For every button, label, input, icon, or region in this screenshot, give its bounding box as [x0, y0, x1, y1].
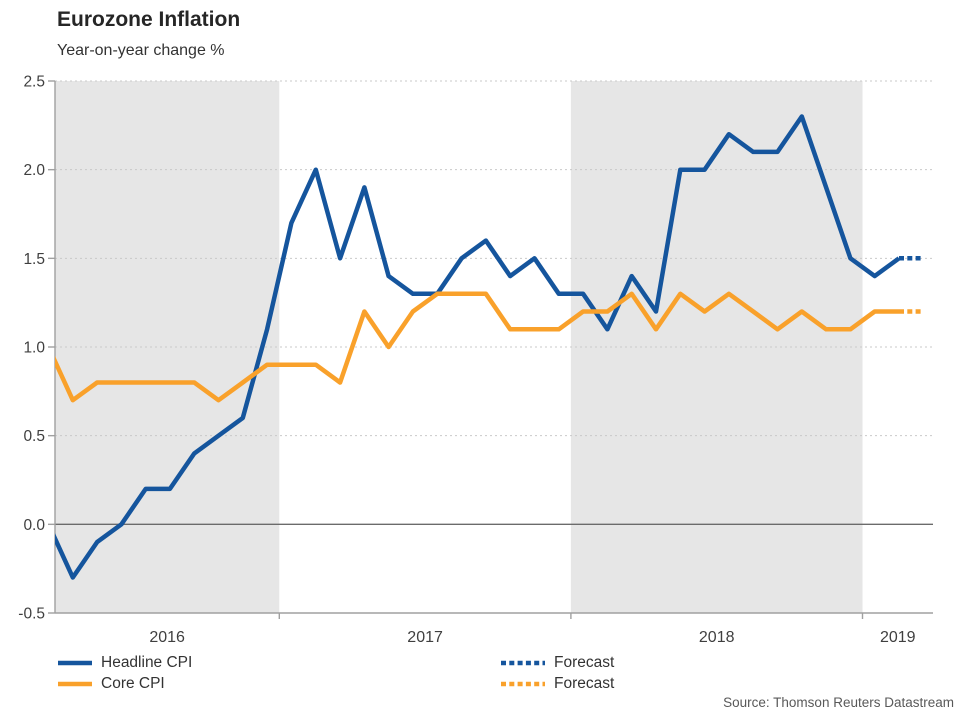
y-axis-label: 1.0	[23, 340, 45, 357]
y-axis-label: -0.5	[18, 606, 45, 623]
core-forecast-dotted-swatch-icon	[501, 681, 545, 686]
legend-item-headline: Headline CPI	[57, 654, 500, 672]
legend-row-core: Core CPI Forecast	[57, 673, 917, 694]
x-axis-label: 2018	[699, 629, 735, 646]
x-axis-label: 2016	[149, 629, 185, 646]
series-line-headline	[55, 114, 901, 580]
y-axis-label: 0.5	[23, 428, 45, 445]
y-axis-label: 1.5	[23, 251, 45, 268]
y-axis-label: 2.5	[23, 74, 45, 91]
chart-title: Eurozone Inflation	[57, 8, 241, 31]
source-attribution: Source: Thomson Reuters Datastream	[723, 695, 954, 710]
legend-label-forecast-core: Forecast	[554, 674, 615, 692]
legend-item-core: Core CPI	[57, 675, 500, 693]
x-axis-label: 2019	[880, 629, 916, 646]
x-axis-label: 2017	[407, 629, 443, 646]
legend-label-forecast-headline: Forecast	[554, 653, 615, 671]
y-axis-label: 2.0	[23, 162, 45, 179]
legend-label-headline: Headline CPI	[101, 653, 193, 671]
legend-label-core: Core CPI	[101, 674, 165, 692]
series-line-core	[55, 291, 899, 403]
y-axis-label: 0.0	[23, 517, 45, 534]
legend-item-forecast-core: Forecast	[500, 675, 614, 693]
chart-legend: Headline CPI Forecast Core CPI Foreca	[57, 652, 917, 694]
chart-subtitle: Year-on-year change %	[57, 42, 225, 59]
legend-item-forecast-headline: Forecast	[500, 654, 614, 672]
headline-line-swatch-icon	[58, 660, 92, 665]
legend-row-headline: Headline CPI Forecast	[57, 652, 917, 673]
headline-forecast-dotted-swatch-icon	[501, 660, 545, 665]
core-line-swatch-icon	[58, 681, 92, 686]
